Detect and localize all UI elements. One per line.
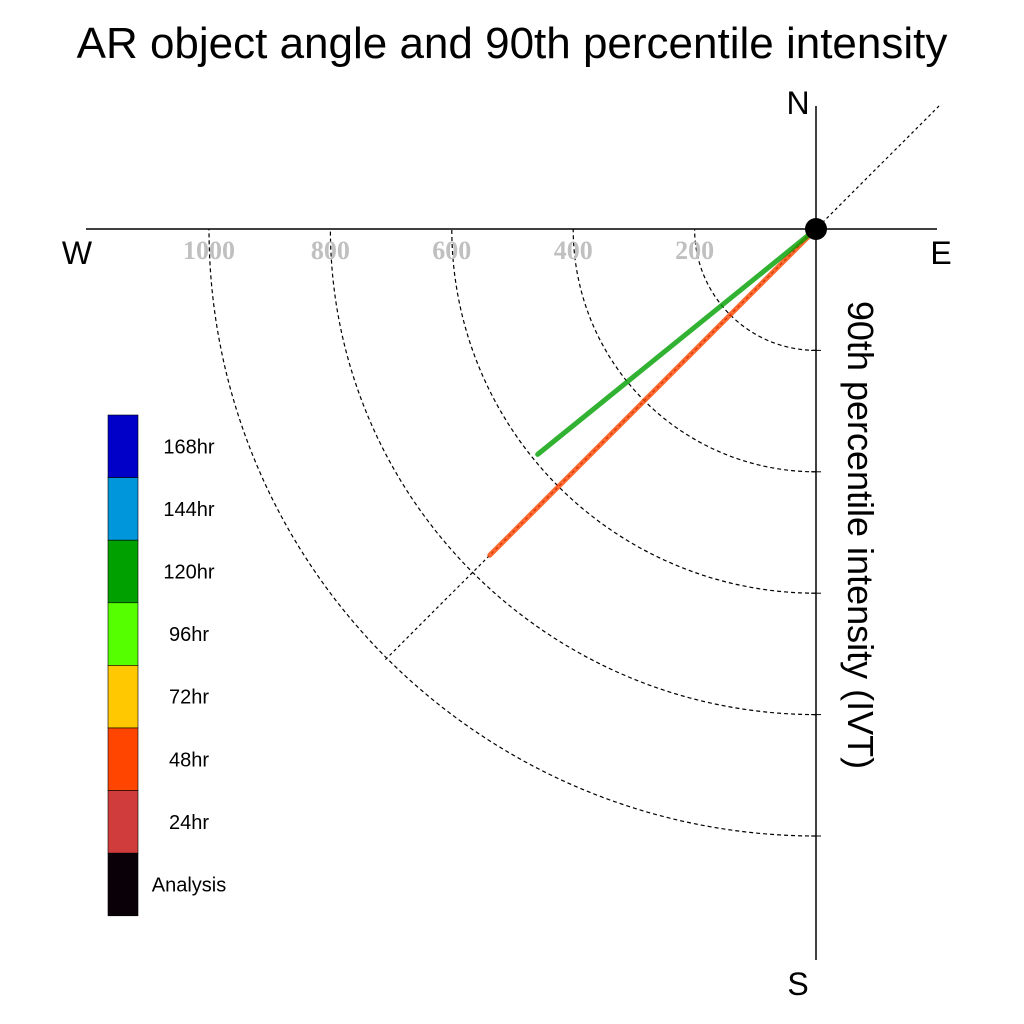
series-line — [535, 226, 819, 457]
intensity-ring — [329, 228, 817, 716]
legend-swatch — [107, 414, 139, 478]
ring-label: 600 — [432, 236, 471, 265]
legend-label: 24hr — [169, 812, 209, 834]
legend-swatch — [107, 727, 139, 791]
legend-swatch — [107, 539, 139, 604]
series-lines — [487, 226, 819, 558]
legend-swatch — [107, 665, 139, 729]
intensity-ring — [451, 228, 817, 594]
east-label: E — [930, 235, 951, 271]
ring-label: 1000 — [183, 236, 235, 265]
legend-label: 120hr — [163, 562, 214, 584]
ring-labels: 200 400 600 800 1000 — [183, 236, 714, 265]
intensity-axis-title: 90th percentile intensity (IVT) — [840, 301, 881, 769]
south-label: S — [787, 966, 808, 1002]
legend-swatch — [107, 852, 139, 917]
legend-label: 48hr — [169, 749, 209, 771]
legend-label: 96hr — [169, 624, 209, 646]
ring-label: 400 — [554, 236, 593, 265]
legend-swatch — [107, 477, 139, 541]
legend-label: 168hr — [163, 436, 214, 458]
chart-title: AR object angle and 90th percentile inte… — [77, 19, 948, 68]
ring-label: 200 — [675, 236, 714, 265]
west-label: W — [62, 235, 93, 271]
intensity-ring — [694, 228, 817, 351]
origin-marker — [805, 218, 827, 240]
north-label: N — [786, 85, 809, 121]
legend-label: 144hr — [163, 499, 214, 521]
series-line — [487, 226, 819, 558]
legend: 168hr 144hr 120hr 96hr 72hr 48hr 24hr Analysis — [107, 414, 226, 917]
legend-swatch — [107, 602, 139, 666]
ring-label: 800 — [311, 236, 350, 265]
legend-label: 72hr — [169, 687, 209, 709]
legend-label: Analysis — [152, 875, 226, 897]
legend-swatch — [107, 790, 139, 854]
